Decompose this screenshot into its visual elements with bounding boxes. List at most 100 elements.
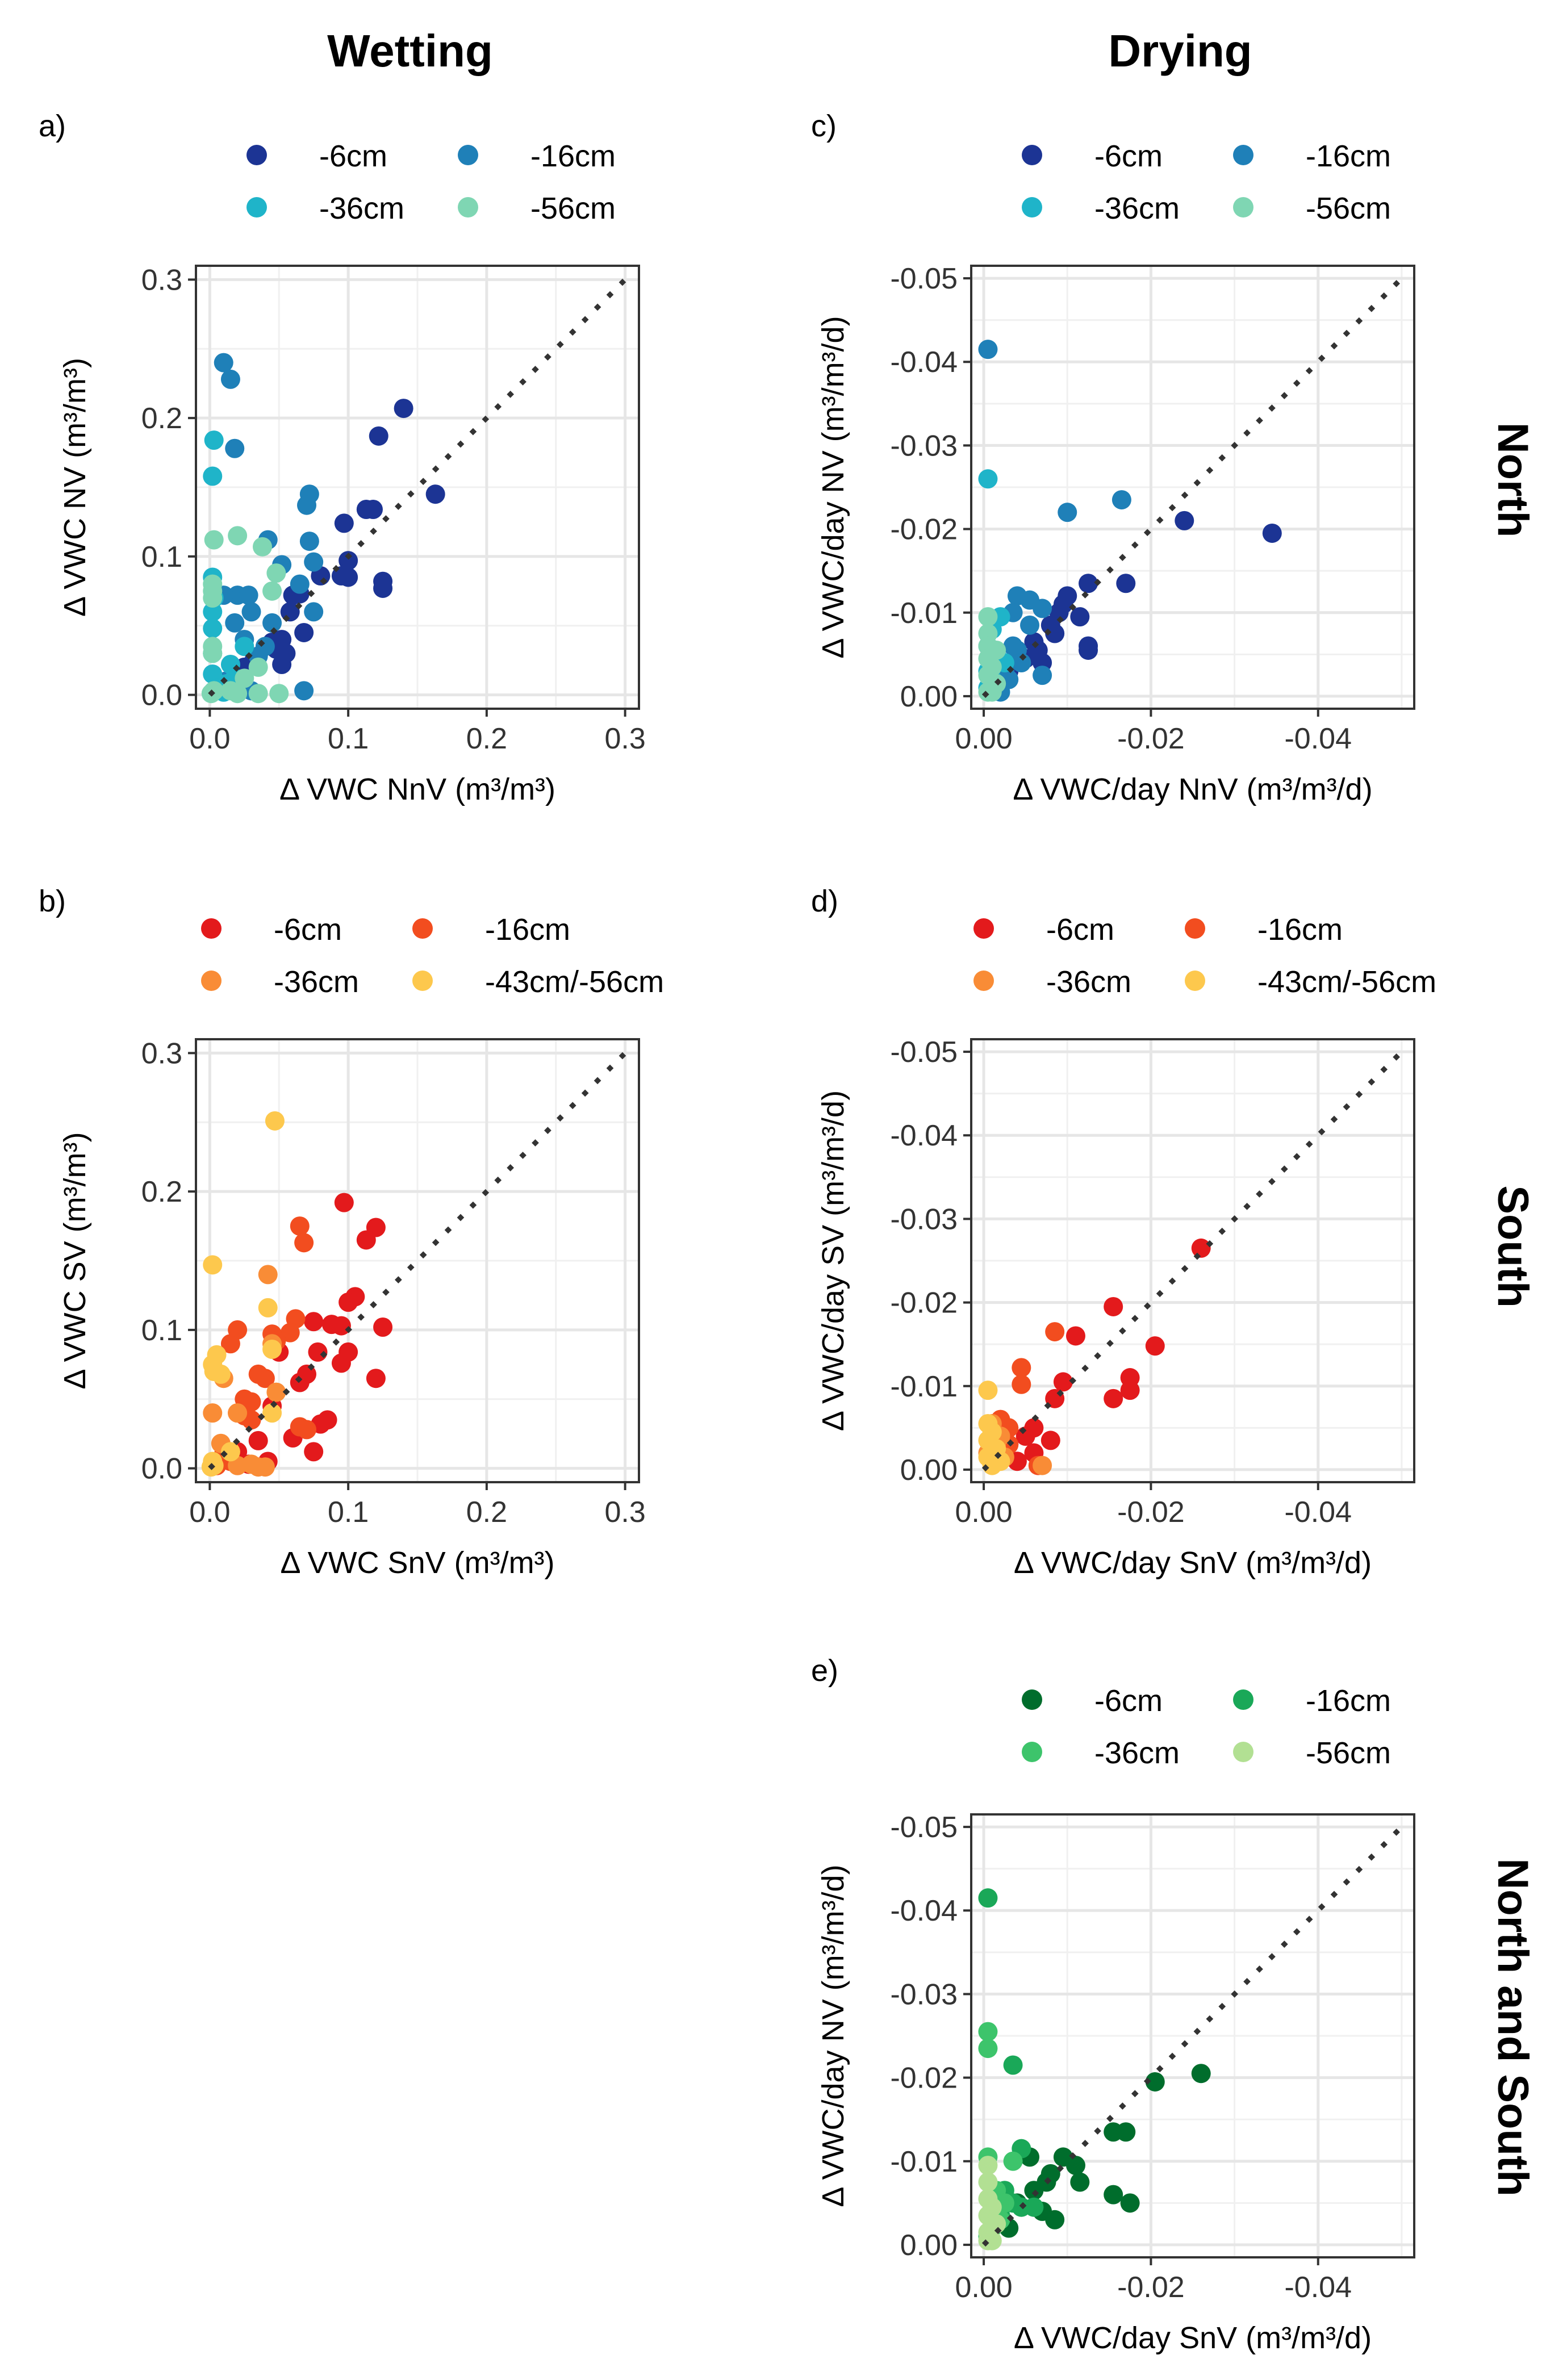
data-point-36cm [978,2039,998,2059]
axis-title-part: (m³/m³) [446,1546,555,1580]
data-point-36cm [266,1382,286,1402]
x-tick-label: 0.2 [466,722,507,755]
data-point-36cm [978,469,998,489]
data-point-56cm [203,643,223,663]
data-point-16cm [262,613,282,633]
y-tick-label: -0.05 [890,1811,958,1844]
legend-swatch [201,971,222,991]
axis-title-part: Δ VWC/day [1013,772,1169,806]
y-axis-title: Δ VWC NV (m³/m³) [58,358,92,617]
row-title-north-and-south: North and South [1489,1858,1537,2196]
y-tick-label: -0.03 [890,1203,958,1236]
data-point-6cm [334,513,354,533]
legend-swatch [201,918,222,939]
legend-swatch [1022,197,1042,217]
data-point-16cm [304,552,324,572]
x-tick-label: 0.3 [604,1496,645,1529]
data-point-36cm [203,1403,223,1423]
data-point-6cm [290,1373,310,1392]
data-point-16cm [255,1369,275,1388]
x-tick-label: -0.02 [1117,1496,1185,1529]
legend-label: -36cm [1094,1736,1180,1770]
legend-label: -6cm [274,913,342,947]
row-title-north: North [1489,423,1537,538]
axis-title-part: SnV [1171,1546,1237,1580]
data-point-6cm [248,1430,268,1450]
data-point-16cm [978,1888,998,1908]
data-point-16cm [1012,1374,1031,1394]
data-point-16cm [1111,490,1131,510]
y-axis-title: Δ VWC/day SV (m³/m³/d) [816,1090,850,1431]
data-point-6cm [1053,1372,1073,1392]
data-point-16cm [1003,2055,1023,2075]
data-point-56cm [978,2231,998,2251]
legend-label: -56cm [1306,191,1391,225]
panel-label: d) [811,884,838,918]
legend-label: -6cm [1094,1684,1163,1718]
x-tick-label: -0.02 [1117,2271,1185,2304]
data-point-16cm [225,613,245,633]
axis-title-part: (m³/m³/d) [1237,2321,1372,2355]
data-point-43cm56cm [204,1362,224,1381]
data-point-6cm [373,578,393,598]
y-axis-title: Δ VWC SV (m³/m³) [58,1132,92,1389]
data-point-56cm [228,684,248,704]
data-point-43cm56cm [265,1111,285,1131]
y-tick-label: 0.00 [900,680,958,713]
axis-title-part: Δ VWC [280,1546,379,1580]
data-point-6cm [1016,1427,1035,1446]
data-point-6cm [304,1442,324,1462]
data-point-36cm [203,602,223,622]
legend-swatch [1233,197,1253,217]
x-axis-title: Δ VWC/day SnV (m³/m³/d) [1014,1546,1372,1580]
y-tick-label: -0.02 [890,2062,958,2095]
x-tick-label: 0.1 [328,1496,369,1529]
axis-title-part: SnV [1171,2321,1237,2355]
axis-title-part: (m³/m³/d) [816,316,850,450]
legend-swatch [1022,1742,1042,1762]
legend-swatch [246,197,267,217]
x-axis-title: Δ VWC/day NnV (m³/m³/d) [1013,772,1372,806]
data-point-16cm [299,532,319,551]
column-title-drying: Drying [1108,26,1252,76]
legend-swatch [458,145,478,165]
data-point-6cm [1041,1430,1060,1450]
axis-title-part: NnV [378,772,446,806]
panel-label: c) [811,109,837,143]
data-point-6cm [1191,2064,1211,2084]
axis-title-part: (m³/m³) [58,358,92,467]
data-point-6cm [1145,2072,1165,2092]
data-point-16cm [297,1420,316,1440]
data-point-6cm [1145,1336,1165,1356]
axis-title-part: Δ VWC [58,1290,92,1389]
data-point-56cm [235,668,254,688]
y-tick-label: -0.05 [890,262,958,295]
x-tick-label: 0.0 [189,722,230,755]
data-point-36cm [255,1457,275,1477]
data-point-36cm [235,637,254,656]
legend-swatch [973,971,994,991]
legend-swatch [1185,918,1205,939]
y-tick-label: 0.1 [141,541,182,574]
data-point-16cm [294,1233,314,1253]
x-tick-label: -0.02 [1117,722,1185,755]
data-point-16cm [214,353,233,373]
data-point-56cm [203,588,223,608]
data-point-56cm [253,537,272,557]
panel-label: b) [39,884,66,918]
data-point-6cm [1104,1296,1123,1316]
legend-swatch [1233,1689,1253,1710]
data-point-6cm [272,655,292,674]
data-point-6cm [1191,1238,1211,1258]
y-axis-title: Δ VWC/day NV (m³/m³/d) [816,316,850,658]
legend-label: -56cm [530,191,616,225]
data-point-43cm56cm [220,1442,240,1462]
y-tick-label: -0.04 [890,1894,958,1927]
plot-border [970,265,1415,710]
y-tick-label: -0.01 [890,597,958,630]
data-point-6cm [356,1230,376,1250]
y-tick-label: 0.00 [900,2229,958,2262]
x-tick-label: 0.00 [955,2271,1012,2304]
y-tick-label: -0.03 [890,1978,958,2011]
